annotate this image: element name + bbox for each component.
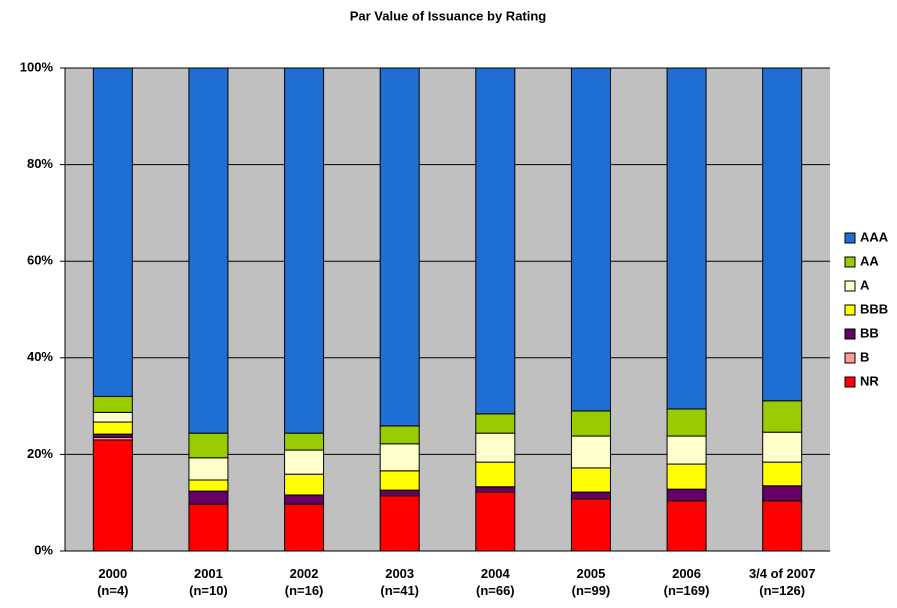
y-tick-label: 0%: [34, 542, 53, 557]
bar-segment: [570, 498, 611, 552]
bar-segment: [475, 67, 516, 415]
legend-swatch: [844, 232, 856, 244]
bar-segment: [92, 67, 133, 397]
x-tick-label: 2001 (n=10): [189, 566, 228, 598]
bar-segment: [666, 488, 707, 502]
bar-segment: [92, 433, 133, 438]
bar-segment: [188, 457, 229, 481]
bar-segment: [379, 425, 420, 445]
bar-segment: [475, 413, 516, 434]
legend-swatch: [844, 256, 856, 268]
legend-label: BB: [860, 325, 879, 340]
legend-swatch: [844, 328, 856, 340]
bar-segment: [379, 443, 420, 472]
bar-segment: [188, 67, 229, 434]
bar-segment: [570, 435, 611, 469]
y-tick-label: 100%: [20, 59, 54, 74]
legend-label: NR: [860, 373, 879, 388]
legend-label: A: [860, 277, 870, 292]
bar-segment: [666, 500, 707, 552]
y-tick-label: 40%: [27, 349, 53, 364]
bar-segment: [762, 485, 803, 502]
x-tick-label: 3/4 of 2007 (n=126): [748, 566, 816, 598]
bar-segment: [666, 408, 707, 437]
legend-swatch: [844, 304, 856, 316]
bar-segment: [762, 431, 803, 463]
bar-segment: [762, 461, 803, 487]
bar-segment: [284, 503, 325, 552]
bar-segment: [284, 432, 325, 451]
bar-segment: [188, 432, 229, 459]
x-tick-label: 2002 (n=16): [284, 566, 324, 598]
bar-segment: [475, 486, 516, 493]
legend-label: AA: [860, 253, 879, 268]
bar-segment: [188, 503, 229, 552]
bar-segment: [92, 421, 133, 435]
x-tick-label: 2004 (n=66): [475, 566, 515, 598]
bar-segment: [92, 439, 133, 552]
x-tick-label: 2005 (n=99): [571, 566, 611, 598]
y-tick-label: 60%: [27, 253, 53, 268]
x-tick-label: 2006 (n=169): [663, 566, 710, 598]
bar-segment: [570, 467, 611, 493]
bar-segment: [666, 67, 707, 410]
bar-segment: [762, 400, 803, 433]
bar-segment: [762, 500, 803, 552]
chart-title: Par Value of Issuance by Rating: [350, 8, 547, 23]
bar-segment: [92, 395, 133, 413]
plot-area: [65, 68, 830, 551]
bar-segment: [284, 67, 325, 434]
bar-segment: [284, 494, 325, 505]
bar-segment: [570, 410, 611, 437]
bar-segment: [379, 67, 420, 427]
legend-label: BBB: [860, 301, 888, 316]
legend-label: B: [860, 349, 869, 364]
x-tick-label: 2003 (n=41): [380, 566, 420, 598]
legend-swatch: [844, 376, 856, 388]
bar-segment: [92, 411, 133, 423]
bar-segment: [570, 67, 611, 412]
bar-segment: [379, 489, 420, 497]
x-tick-label: 2000 (n=4): [97, 566, 129, 598]
bar-segment: [762, 67, 803, 402]
bar-segment: [475, 491, 516, 552]
bar-segment: [666, 435, 707, 465]
y-tick-label: 80%: [27, 156, 53, 171]
bar-segment: [666, 463, 707, 490]
y-tick-label: 20%: [27, 446, 53, 461]
bar-segment: [475, 432, 516, 463]
bar-segment: [188, 479, 229, 492]
bar-segment: [379, 470, 420, 491]
bar-segment: [284, 473, 325, 496]
bar-segment: [475, 461, 516, 488]
bar-segment: [570, 491, 611, 500]
bar-segment: [188, 490, 229, 505]
bar-segment: [379, 495, 420, 552]
legend-label: AAA: [860, 229, 889, 244]
legend-swatch: [844, 352, 856, 364]
bar-segment: [284, 449, 325, 475]
legend-swatch: [844, 280, 856, 292]
